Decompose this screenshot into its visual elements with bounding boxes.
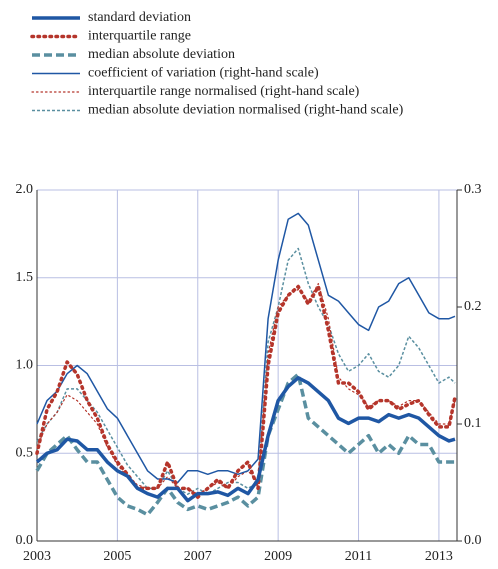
y2-tick-label: 0.1 [464,416,482,431]
y-tick-label: 1.5 [16,270,34,285]
y2-tick-label: 0.2 [464,299,482,314]
x-tick-label: 2007 [184,549,212,564]
legend-label: coefficient of variation (right-hand sca… [88,66,319,81]
legend-label: median absolute deviation normalised (ri… [88,103,404,118]
legend-label: interquartile range normalised (right-ha… [88,84,360,99]
y-tick-label: 0.0 [16,533,34,548]
y-tick-label: 2.0 [16,182,34,197]
x-tick-label: 2005 [103,549,131,564]
y2-tick-label: 0.0 [464,533,482,548]
series-line [35,376,456,503]
y-tick-label: 0.5 [16,445,34,460]
x-tick-label: 2009 [264,549,292,564]
legend-label: interquartile range [88,29,191,44]
series-line [35,372,455,517]
y-tick-label: 1.0 [16,358,34,373]
y2-tick-label: 0.3 [464,182,482,197]
x-tick-label: 2011 [345,549,372,564]
x-tick-label: 2013 [425,549,453,564]
series-line [35,284,457,499]
series-line [36,212,456,484]
x-tick-label: 2003 [23,549,51,564]
legend-label: standard deviation [88,10,191,25]
series-line [36,247,456,495]
legend-label: median absolute deviation [88,47,235,62]
